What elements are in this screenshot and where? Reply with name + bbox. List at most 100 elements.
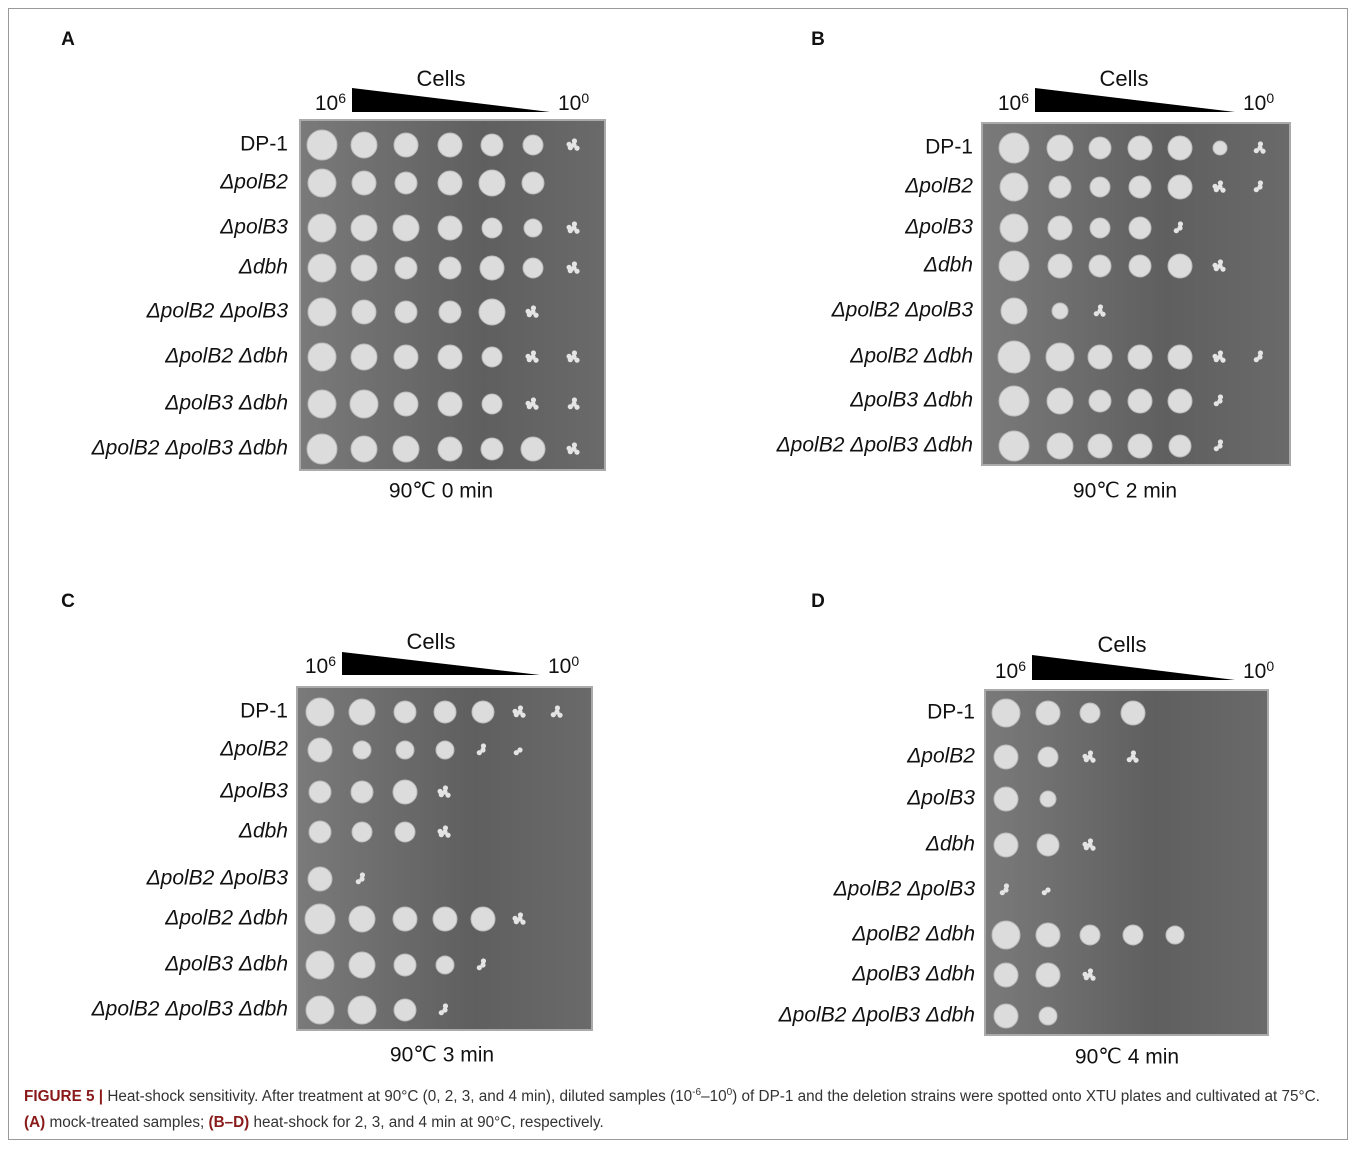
- dilution-label: 106: [315, 90, 346, 115]
- colony-spot: [352, 822, 372, 842]
- strain-label: ΔpolB3 Δdbh: [849, 389, 973, 412]
- colony-spot: [472, 701, 494, 723]
- colony-dot: [1258, 350, 1263, 355]
- colony-spot: [992, 699, 1020, 727]
- colony-spot: [351, 344, 377, 370]
- colony-spot: [1040, 791, 1056, 807]
- colony-spot: [1080, 925, 1100, 945]
- colony-spot: [1089, 255, 1111, 277]
- dilution-exponent: 0: [571, 653, 579, 669]
- panel-letter: D: [811, 591, 825, 612]
- colony-dot: [557, 713, 562, 718]
- colony-dot: [443, 1003, 448, 1008]
- colony-spot: [307, 130, 337, 160]
- colony-dot: [1220, 267, 1225, 272]
- colony-spot: [994, 745, 1018, 769]
- colony-spot: [395, 822, 415, 842]
- dilution-exponent: 6: [1018, 658, 1026, 674]
- colony-dot: [525, 401, 530, 406]
- strain-label: Δdbh: [923, 254, 973, 277]
- colony-spot: [1121, 701, 1145, 725]
- colony-dot: [1100, 312, 1105, 317]
- strain-label: Δdbh: [238, 256, 288, 279]
- colony-dot: [1212, 184, 1217, 189]
- colony-dot: [1218, 259, 1223, 264]
- colony-dot: [512, 916, 517, 921]
- colony-dot: [443, 785, 448, 790]
- dilution-exponent: 0: [1266, 90, 1274, 106]
- colony-spot: [1036, 701, 1060, 725]
- colony-dot: [1178, 221, 1183, 226]
- colony-dot: [1218, 350, 1223, 355]
- colony-dot: [1131, 750, 1136, 755]
- colony-dot: [566, 265, 571, 270]
- strain-label: ΔpolB2 ΔpolB3: [831, 299, 974, 322]
- panel-letter: C: [61, 591, 75, 612]
- colony-spot: [394, 133, 418, 157]
- colony-spot: [308, 390, 336, 418]
- colony-dot: [1212, 263, 1217, 268]
- colony-spot: [1088, 345, 1112, 369]
- strain-label: ΔpolB2: [219, 171, 288, 194]
- colony-spot: [348, 996, 376, 1024]
- dilution-exponent: 6: [338, 90, 346, 106]
- colony-dot: [1254, 187, 1259, 192]
- colony-dot: [566, 354, 571, 359]
- colony-dot: [1088, 968, 1093, 973]
- strain-label: ΔpolB2 Δdbh: [164, 345, 288, 368]
- colony-spot: [350, 390, 378, 418]
- colony-spot: [308, 298, 336, 326]
- colony-dot: [572, 261, 577, 266]
- colony-dot: [1082, 842, 1087, 847]
- colony-dot: [1094, 311, 1099, 316]
- colony-dot: [1082, 972, 1087, 977]
- colony-dot: [1082, 754, 1087, 759]
- strain-label: ΔpolB3: [906, 787, 975, 810]
- dilution-label: 100: [548, 653, 579, 678]
- colony-dot: [360, 872, 365, 877]
- colony-spot: [1001, 298, 1027, 324]
- colony-spot: [306, 996, 334, 1024]
- dilution-base: 10: [315, 92, 338, 115]
- colony-spot: [1129, 217, 1151, 239]
- colony-spot: [524, 219, 542, 237]
- colony-dot: [356, 879, 361, 884]
- colony-spot: [308, 169, 336, 197]
- colony-spot: [480, 256, 504, 280]
- colony-dot: [531, 305, 536, 310]
- colony-dot: [566, 225, 571, 230]
- dilution-label: 106: [995, 658, 1026, 683]
- colony-dot: [437, 789, 442, 794]
- colony-spot: [351, 781, 373, 803]
- colony-spot: [1128, 136, 1152, 160]
- dilution-base: 10: [1243, 660, 1266, 683]
- colony-dot: [574, 405, 579, 410]
- colony-spot: [994, 833, 1018, 857]
- colony-spot: [394, 999, 416, 1021]
- strain-label: ΔpolB3: [219, 780, 288, 803]
- colony-spot: [395, 172, 417, 194]
- cells-label: Cells: [1100, 66, 1149, 91]
- colony-dot: [555, 705, 560, 710]
- colony-spot: [305, 904, 335, 934]
- colony-spot: [1168, 136, 1192, 160]
- colony-spot: [1046, 343, 1074, 371]
- dilution-base: 10: [998, 92, 1021, 115]
- strain-label: DP-1: [927, 701, 975, 724]
- colony-dot: [1090, 846, 1095, 851]
- caption-text: mock-treated samples;: [45, 1114, 208, 1131]
- colony-spot: [308, 343, 336, 371]
- dilution-label: 100: [558, 90, 589, 115]
- dilution-triangle: [352, 88, 550, 112]
- dilution-base: 10: [305, 655, 328, 678]
- dilution-exponent: 6: [328, 653, 336, 669]
- colony-dot: [574, 146, 579, 151]
- dilution-exponent: 6: [1021, 90, 1029, 106]
- colony-dot: [437, 829, 442, 834]
- colony-spot: [1047, 135, 1073, 161]
- colony-spot: [1038, 747, 1058, 767]
- colony-dot: [520, 713, 525, 718]
- dilution-label: 100: [1243, 658, 1274, 683]
- colony-dot: [551, 712, 556, 717]
- colony-spot: [438, 171, 462, 195]
